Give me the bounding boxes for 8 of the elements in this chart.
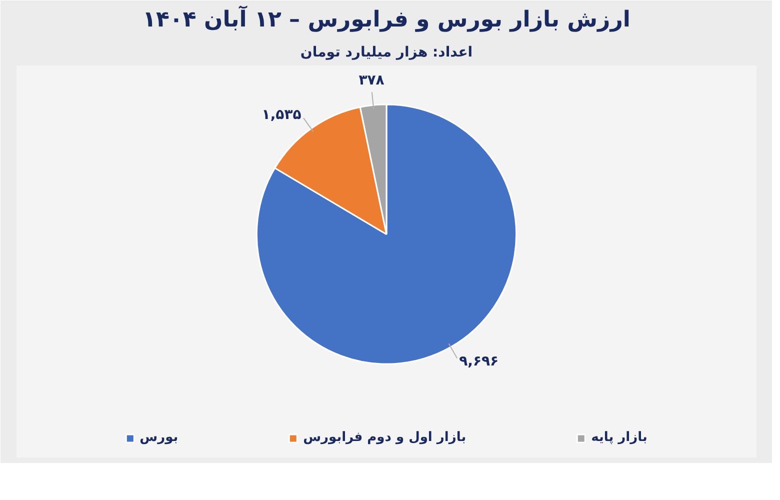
data-label: ۱,۵۳۵ bbox=[262, 106, 302, 123]
data-label: ۹,۶۹۶ bbox=[459, 354, 499, 370]
legend-label: بازار اول و دوم فرابورس bbox=[303, 430, 466, 445]
chart-subtitle: اعداد: هزار میلیارد تومان bbox=[300, 44, 473, 60]
chart-title: ارزش بازار بورس و فرابورس – ۱۲ آبان ۱۴۰۴ bbox=[142, 6, 630, 32]
data-label: ۳۷۸ bbox=[358, 72, 385, 88]
legend-label: بورس bbox=[140, 430, 178, 445]
legend-label: بازار پایه bbox=[591, 430, 648, 445]
